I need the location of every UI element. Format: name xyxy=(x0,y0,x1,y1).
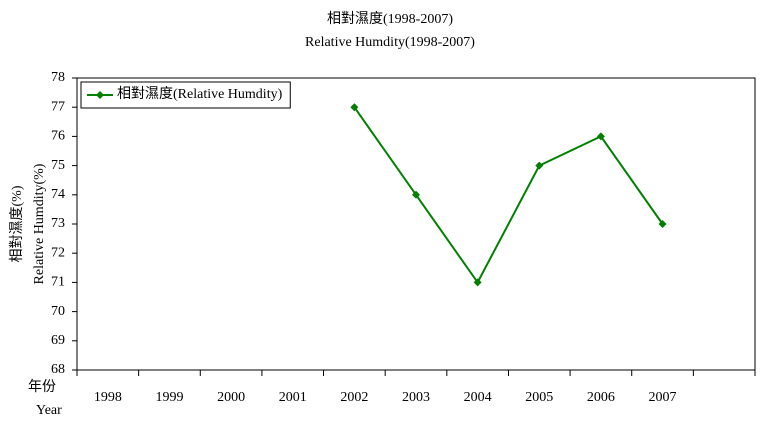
x-tick-label: 2000 xyxy=(217,390,245,405)
data-point xyxy=(658,220,667,228)
y-tick-label: 71 xyxy=(51,275,65,290)
data-point xyxy=(596,132,605,141)
y-tick-label: 68 xyxy=(51,362,65,377)
chart-title: 相對濕度(1998-2007) xyxy=(327,11,453,27)
y-axis-label: Relative Humdity(%) xyxy=(32,163,47,284)
y-tick-label: 75 xyxy=(51,158,65,173)
x-tick-label: 2003 xyxy=(402,390,430,405)
x-axis-label: Year xyxy=(36,403,62,418)
plot-area xyxy=(76,77,756,371)
y-tick-label: 77 xyxy=(51,99,65,114)
data-point xyxy=(350,103,359,112)
legend-marker xyxy=(96,91,104,99)
x-tick-label: 2005 xyxy=(525,390,553,405)
y-tick-label: 78 xyxy=(51,70,65,85)
series-line xyxy=(353,106,664,285)
legend-label: 相對濕度(Relative Humdity) xyxy=(117,86,283,102)
chart-subtitle: Relative Humdity(1998-2007) xyxy=(305,35,475,50)
x-tick-label: 2007 xyxy=(649,390,677,405)
data-point xyxy=(412,190,420,199)
x-tick-label: 2001 xyxy=(279,390,307,405)
x-tick-label: 1999 xyxy=(155,390,183,405)
x-axis-label: 年份 xyxy=(28,379,56,395)
y-tick-label: 74 xyxy=(51,187,65,202)
x-tick-label: 1998 xyxy=(94,390,122,405)
data-point xyxy=(535,161,544,170)
data-point xyxy=(473,278,482,287)
x-tick-label: 2004 xyxy=(464,390,492,405)
y-tick-label: 70 xyxy=(51,304,65,319)
x-tick-label: 2006 xyxy=(587,390,615,405)
y-axis-label: 相對濕度(%) xyxy=(9,185,25,262)
y-tick-label: 72 xyxy=(51,245,65,260)
y-tick-label: 73 xyxy=(51,216,65,231)
legend xyxy=(80,81,291,109)
x-tick-label: 2002 xyxy=(340,390,368,405)
y-tick-label: 69 xyxy=(51,333,65,348)
y-tick-label: 76 xyxy=(51,129,65,144)
